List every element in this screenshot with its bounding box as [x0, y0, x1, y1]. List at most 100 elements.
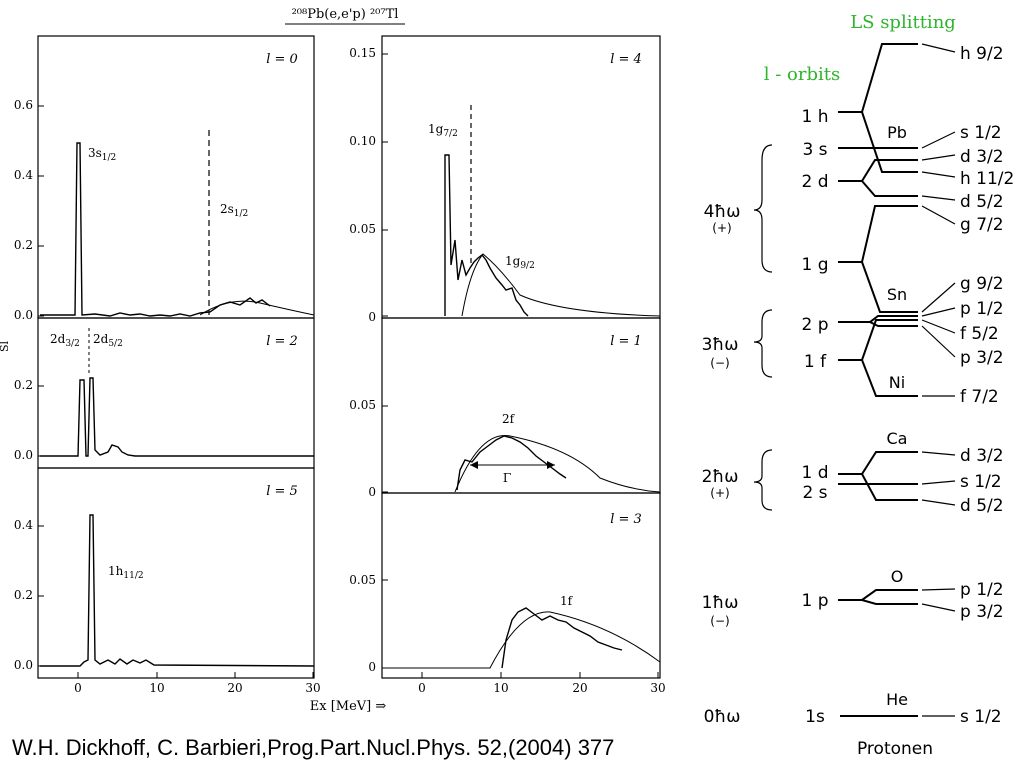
ytick-l3-0: 0	[368, 660, 376, 674]
ls-splitting-label: LS splitting	[850, 12, 956, 33]
panel-l0-frame	[37, 35, 315, 319]
ytick-l2-0.0: 0.0	[14, 448, 33, 462]
ytick-l3-0.05: 0.05	[349, 573, 376, 587]
brace-3hw	[753, 309, 773, 378]
panel-l3-frame	[381, 492, 661, 679]
ytick-l4-0: 0	[368, 310, 376, 324]
x-axis-label: Ex [MeV] ⇒	[310, 699, 387, 714]
ytick-l1-0: 0	[368, 485, 376, 499]
level-d52-ca: d 5/2	[960, 496, 1004, 516]
level-p32-o: p 3/2	[960, 602, 1004, 622]
group-4hw: 4ħω	[704, 202, 741, 222]
group-1hw: 1ħω	[702, 593, 739, 613]
peak-label-1h: 1h11/2	[108, 564, 144, 581]
magic-sn: Sn	[887, 285, 907, 304]
peak-label-2d32: 2d3/2	[50, 332, 80, 349]
level-h112: h 11/2	[960, 169, 1014, 189]
shell-lines	[838, 43, 918, 717]
line-1p-p12	[838, 589, 918, 601]
ytick-l2-0.2: 0.2	[14, 378, 33, 392]
panel-l1-data: Γ 2f	[454, 412, 661, 493]
peak-label-1g92: 1g9/2	[505, 254, 535, 271]
level-p12-o: p 1/2	[960, 580, 1004, 600]
l1-fit-curve	[454, 434, 661, 493]
level-f72: f 7/2	[960, 387, 999, 407]
group-1hw-parity: (−)	[710, 614, 729, 628]
level-f52: f 5/2	[960, 324, 999, 344]
level-p12: p 1/2	[960, 299, 1004, 319]
level-g92: g 9/2	[960, 274, 1004, 294]
line-1d-d32	[838, 451, 918, 475]
xtick-left-0: 0	[74, 681, 82, 695]
line-1f-f72	[861, 359, 918, 397]
level-s12-he: s 1/2	[960, 707, 1002, 727]
panel-l4-data: 1g7/2 1g9/2	[428, 105, 661, 317]
shell-diagram: LS splitting l - orbits 4ħω (+) 3ħω (−) …	[702, 12, 1015, 759]
peak-label-3s: 3s1/2	[88, 146, 116, 163]
peak-label-2s: 2s1/2	[220, 202, 248, 219]
line-1h-h112	[861, 111, 918, 173]
ytick-l0-0.2: 0.2	[14, 238, 33, 252]
xtick-left-30: 30	[305, 681, 320, 695]
group-2hw: 2ħω	[702, 467, 739, 487]
panel-l5-data: 1h11/2	[40, 514, 315, 667]
level-s12-ca: s 1/2	[960, 472, 1002, 492]
line-1g-g72	[838, 205, 918, 263]
magic-ca: Ca	[887, 429, 908, 448]
group-3hw: 3ħω	[702, 335, 739, 355]
level-d52: d 5/2	[960, 192, 1004, 212]
ytick-l5-0.2: 0.2	[14, 588, 33, 602]
group-3hw-parity: (−)	[710, 356, 729, 370]
line-2p-p12	[838, 315, 918, 323]
line-1g-g92	[861, 261, 918, 313]
panel-label-l1: l = 1	[610, 334, 642, 349]
xtick-mid-30: 30	[650, 681, 665, 695]
ytick-l0-0.4: 0.4	[14, 168, 33, 182]
peak-label-1f: 1f	[560, 594, 574, 608]
peak-label-1g72: 1g7/2	[428, 122, 458, 139]
orbit-1s: 1s	[805, 707, 825, 727]
level-h92: h 9/2	[960, 44, 1004, 64]
ytick-l5-0.0: 0.0	[14, 658, 33, 672]
line-1p-p32	[861, 599, 918, 605]
panel-label-l4: l = 4	[610, 52, 642, 67]
panel-l4-frame	[381, 35, 661, 319]
l2-spectrum	[40, 377, 314, 457]
magic-ni: Ni	[889, 373, 905, 392]
panel-l2-data: 2d3/2 2d5/2	[40, 328, 314, 457]
level-p32: p 3/2	[960, 348, 1004, 368]
orbit-2s: 2 s	[802, 483, 827, 503]
level-d32-ca: d 3/2	[960, 446, 1004, 466]
panel-l5-frame	[37, 467, 315, 679]
brace-4hw	[753, 144, 773, 273]
orbit-2d: 2 d	[801, 172, 828, 192]
orbit-3s: 3 s	[802, 140, 827, 160]
group-4hw-parity: (+)	[712, 221, 731, 235]
panel-label-l2: l = 2	[266, 334, 298, 349]
brace-2hw	[753, 449, 773, 511]
panel-label-l3: l = 3	[610, 512, 642, 527]
l5-spectrum	[40, 514, 315, 667]
line-1h-h92	[838, 43, 918, 113]
xtick-left-10: 10	[149, 681, 164, 695]
line-1d-d52	[861, 473, 918, 501]
line-2d-d52	[861, 180, 918, 197]
xtick-mid-10: 10	[493, 681, 508, 695]
peak-label-2d52: 2d5/2	[93, 332, 123, 349]
ytick-l5-0.4: 0.4	[14, 518, 33, 532]
ytick-l0-0.6: 0.6	[14, 98, 33, 112]
protonen-footer: Protonen	[857, 739, 933, 759]
figure-title: ²⁰⁸Pb(e,e'p) ²⁰⁷Tl	[292, 7, 399, 22]
xtick-mid-0: 0	[418, 681, 426, 695]
magic-o: O	[891, 567, 904, 586]
ytick-l4-0.05: 0.05	[349, 222, 376, 236]
level-s12: s 1/2	[960, 123, 1002, 143]
l0-spectrum	[40, 142, 271, 317]
ytick-l4-0.15: 0.15	[349, 46, 376, 60]
l0-fit-curve	[199, 300, 315, 316]
gamma-arrow-right	[547, 461, 555, 469]
line-2d-d32	[838, 159, 918, 182]
line-1f-f52	[838, 319, 918, 361]
citation-text: W.H. Dickhoff, C. Barbieri,Prog.Part.Nuc…	[12, 735, 615, 760]
orbit-1g: 1 g	[801, 255, 828, 275]
